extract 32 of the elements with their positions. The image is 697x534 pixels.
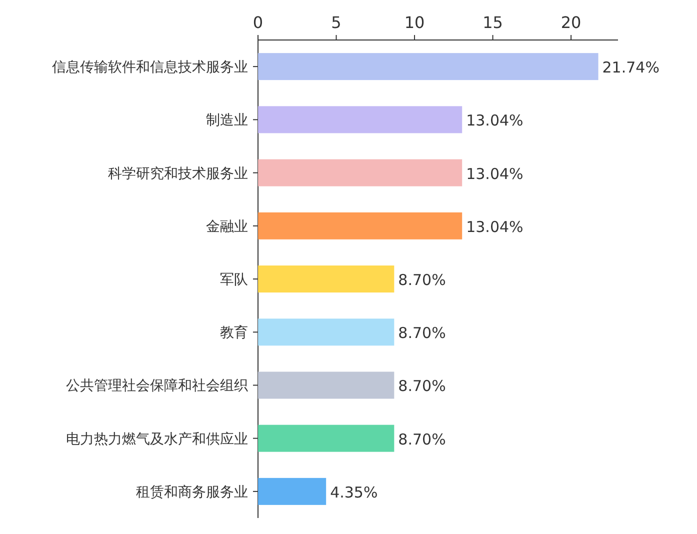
data-label: 21.74% — [602, 58, 660, 77]
y-tick-label: 金融业 — [206, 218, 248, 235]
y-tick-label: 科学研究和技术服务业 — [108, 166, 248, 182]
bar — [258, 318, 394, 346]
bar — [258, 424, 394, 452]
y-tick-label: 信息传输软件和信息技术服务业 — [52, 60, 248, 76]
data-label: 8.70% — [398, 324, 446, 342]
data-label: 13.04% — [466, 112, 524, 130]
bar — [258, 266, 394, 292]
y-tick-label: 教育 — [220, 324, 248, 342]
data-label: 13.04% — [466, 164, 524, 183]
y-tick-label: 电力热力燃气及水产和供应业 — [66, 431, 248, 448]
x-tick-label: 0 — [252, 13, 264, 32]
bar — [258, 106, 462, 134]
data-label: 8.70% — [398, 430, 446, 448]
bar — [258, 159, 462, 186]
data-label: 8.70% — [398, 377, 446, 396]
bar — [258, 372, 394, 399]
y-tick-label: 制造业 — [206, 112, 248, 129]
x-tick-label: 10 — [404, 13, 425, 32]
x-tick-label: 20 — [560, 13, 582, 32]
data-label: 8.70% — [398, 271, 446, 289]
y-tick-label: 租赁和商务服务业 — [136, 484, 248, 500]
bar — [258, 53, 598, 80]
bar — [258, 478, 326, 505]
data-label: 4.35% — [330, 483, 378, 502]
y-tick-label: 军队 — [220, 272, 248, 288]
y-tick-label: 公共管理社会保障和社会组织 — [66, 378, 248, 394]
x-tick-label: 5 — [331, 13, 342, 32]
data-label: 13.04% — [466, 218, 524, 236]
x-tick-label: 15 — [482, 13, 503, 32]
bar — [258, 212, 462, 240]
